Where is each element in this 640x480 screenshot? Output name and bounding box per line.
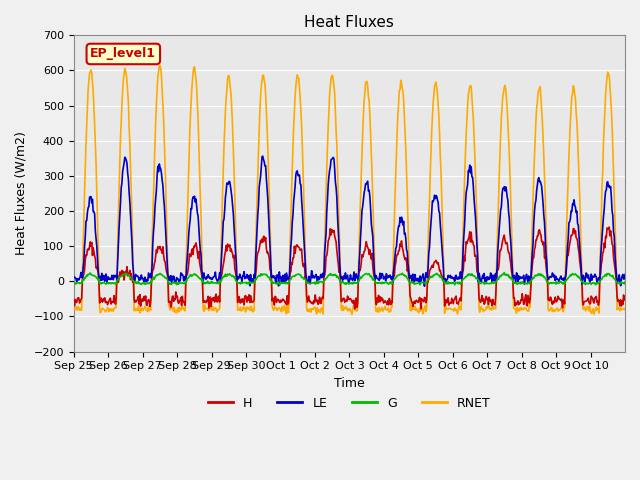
Text: EP_level1: EP_level1 [90,48,156,60]
Title: Heat Fluxes: Heat Fluxes [305,15,394,30]
Y-axis label: Heat Fluxes (W/m2): Heat Fluxes (W/m2) [15,132,28,255]
Legend: H, LE, G, RNET: H, LE, G, RNET [203,392,496,415]
X-axis label: Time: Time [334,377,365,390]
